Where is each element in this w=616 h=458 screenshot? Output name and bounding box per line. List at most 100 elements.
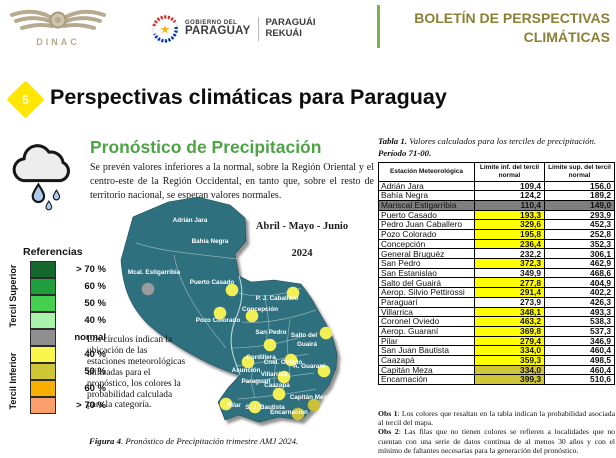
- station-dot-yellow: [248, 400, 262, 414]
- inf-limit-cell: 110,4: [474, 199, 545, 211]
- sup-limit-cell: 460,4: [544, 364, 615, 376]
- sup-limit-cell: 452,3: [544, 219, 615, 231]
- station-dot-yellow: [219, 397, 233, 411]
- station-cell: Pilar: [378, 335, 475, 347]
- station-dot-yellow: [213, 306, 227, 320]
- legend-swatch: [30, 295, 56, 312]
- station-cell: Concepción: [378, 238, 475, 250]
- section-number-badge: 5: [6, 80, 45, 119]
- legend-item: > 70 %: [30, 261, 106, 278]
- sup-limit-cell: 462,9: [544, 258, 615, 269]
- station-label: Caazapá: [264, 382, 290, 389]
- sup-limit-cell: 346,9: [544, 335, 615, 347]
- figure-caption: Figura 4. Pronóstico de Precipitación tr…: [89, 436, 299, 446]
- station-label: Paraguarí: [241, 378, 270, 385]
- table-row: Villarrica 348,1 493,3: [378, 306, 615, 318]
- station-dot-yellow: [272, 387, 286, 401]
- station-label: Encarnación: [270, 409, 308, 416]
- table-row: Concepción 236,4 352,3: [378, 238, 615, 250]
- legend-swatch: [30, 346, 56, 363]
- sup-limit-cell: 426,3: [544, 296, 615, 308]
- station-dot-yellow: [225, 283, 239, 297]
- station-cell: Adrián Jara: [378, 180, 475, 192]
- station-cell: Pedro Juan Caballero: [378, 219, 475, 231]
- legend-label: 40 %: [84, 349, 106, 360]
- table-caption-period: Período 71-00.: [378, 148, 432, 158]
- table-caption: Tabla 1. Valores calculados para los ter…: [378, 136, 597, 146]
- legend-label: > 70 %: [76, 264, 106, 275]
- table-row: Puerto Casado 193,3 293,9: [378, 209, 615, 221]
- inf-limit-cell: 291,4: [474, 287, 545, 298]
- station-dot-yellow: [277, 370, 291, 384]
- stations-note: Los círculos indican la ubicación de las…: [87, 335, 186, 411]
- inf-limit-cell: 348,1: [474, 306, 545, 318]
- legend-label: 40 %: [84, 315, 106, 326]
- dinac-logo: DINAC: [10, 9, 106, 47]
- station-cell: San Juan Bautista: [378, 345, 475, 356]
- station-cell: Paraguarí: [378, 296, 475, 308]
- station-dot-yellow: [241, 355, 255, 369]
- legend-upper-group-label: Tercil Superior: [8, 264, 18, 328]
- table-row: Pilar 279,4 346,9: [378, 335, 615, 347]
- col-header-inf: Límite inf. del tercil normal: [474, 162, 545, 182]
- station-label: Bahía Negra: [192, 238, 229, 245]
- station-cell: Salto del Guairá: [378, 277, 475, 289]
- station-label: Cordillera: [246, 354, 276, 361]
- legend-swatch: [30, 278, 56, 295]
- table-row: Encarnación 399,3 510,6: [378, 374, 615, 386]
- station-dot-yellow: [317, 364, 331, 378]
- legend-label: > 70 %: [76, 400, 106, 411]
- station-label: S. J. Bautista: [245, 404, 285, 411]
- station-label: P. J. Caballero: [256, 295, 299, 302]
- sup-limit-cell: 493,3: [544, 306, 615, 318]
- station-cell: Villarrica: [378, 306, 475, 318]
- header-divider: [377, 5, 380, 48]
- terciles-table-body: Adrián Jara 109,4 156,0 Bahía Negra 124,2 189…: [378, 180, 615, 386]
- table-header-row: Estación Meteorológica Límite inf. del t…: [378, 162, 615, 182]
- legend-item: normal: [30, 329, 106, 346]
- legend-lower-group-label: Tercil Inferior: [8, 352, 18, 410]
- sup-limit-cell: 189,2: [544, 190, 615, 201]
- legend-scale: > 70 % 60 % 50 % 40 % normal 40 % 50 % 60 % > 70…: [30, 261, 106, 414]
- station-label: Concepción: [242, 306, 278, 313]
- inf-limit-cell: 463,2: [474, 316, 545, 327]
- legend-swatch: [30, 261, 56, 278]
- station-cell: Aerop. Guaraní: [378, 325, 475, 337]
- inf-limit-cell: 236,4: [474, 238, 545, 250]
- table-row: Caazapá 359,3 498,5: [378, 354, 615, 366]
- station-dot-olive: [307, 398, 321, 412]
- gov-logo: ★ GOBIERNO DEL PARAGUAY PARAGUÁI REKUÁI: [150, 12, 315, 46]
- sup-limit-cell: 538,3: [544, 316, 615, 327]
- legend-swatch: [30, 397, 56, 414]
- river-boundary: [230, 275, 243, 376]
- station-label: A. Guaraní: [293, 363, 325, 370]
- station-cell: San Pedro: [378, 258, 475, 269]
- station-cell: Coronel Oviedo: [378, 316, 475, 327]
- station-cell: Mariscal Estigarribia: [378, 199, 475, 211]
- inf-limit-cell: 109,4: [474, 180, 545, 192]
- dinac-emblem-center: [55, 17, 61, 23]
- table-row: Salto del Guairá 277,8 404,9: [378, 277, 615, 289]
- terciles-table: Estación Meteorológica Límite inf. del t…: [378, 162, 615, 386]
- legend-label: 60 %: [84, 383, 106, 394]
- station-label: Asunción: [232, 367, 261, 374]
- inf-limit-cell: 279,4: [474, 335, 545, 347]
- station-label: Salto del: [291, 332, 317, 339]
- col-header-sup: Límite sup. del tercil normal: [544, 162, 615, 182]
- gov-guarani-wordmark: PARAGUÁI REKUÁI: [265, 17, 316, 39]
- table-row: Pedro Juan Caballero 329,6 452,3: [378, 219, 615, 231]
- station-dot-olive: [291, 407, 305, 421]
- station-cell: General Bruguéz: [378, 248, 475, 260]
- precipitation-heading: Pronóstico de Precipitación: [90, 137, 322, 157]
- station-label: Villarrica: [261, 371, 288, 378]
- raindrops-icon: [31, 182, 61, 211]
- legend-item: 40 %: [30, 312, 106, 329]
- inf-limit-cell: 334,0: [474, 364, 545, 376]
- table-row: Pozo Colorado 195,8 252,8: [378, 229, 615, 240]
- col-header-station: Estación Meteorológica: [378, 162, 475, 182]
- sup-limit-cell: 537,3: [544, 325, 615, 337]
- inf-limit-cell: 124,2: [474, 190, 545, 201]
- station-label: Guairá: [297, 341, 317, 348]
- station-cell: Aerop. Silvio Pettirossi: [378, 287, 475, 298]
- legend-swatch: [30, 363, 56, 380]
